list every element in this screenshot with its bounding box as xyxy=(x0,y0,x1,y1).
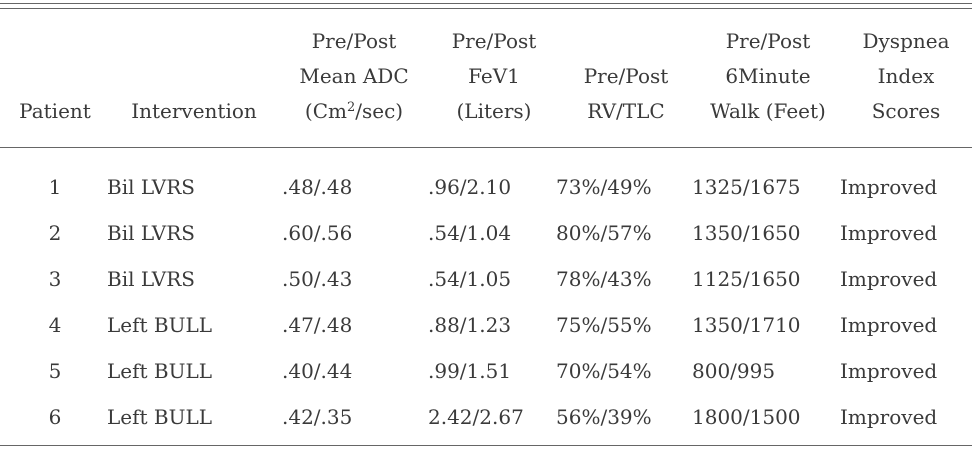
cell-fev1: .54/1.05 xyxy=(428,267,512,291)
top-rule xyxy=(0,3,972,4)
header-rvtlc: Pre/Post RV/TLC xyxy=(583,64,669,123)
cell-mean-adc: .48/.48 xyxy=(282,175,353,199)
table-row: 4 Left BULL .47/.48 .88/1.23 75%/55% 135… xyxy=(0,302,972,348)
cell-fev1: .54/1.04 xyxy=(428,221,512,245)
cell-6min-walk: 1125/1650 xyxy=(692,267,801,291)
cell-fev1: .88/1.23 xyxy=(428,313,512,337)
cell-rvtlc: 80%/57% xyxy=(556,221,652,245)
cell-intervention: Bil LVRS xyxy=(107,175,195,199)
cell-dyspnea: Improved xyxy=(840,313,938,337)
top-rule-double xyxy=(0,8,972,9)
table-row: 6 Left BULL .42/.35 2.42/2.67 56%/39% 18… xyxy=(0,394,972,440)
cell-mean-adc: .47/.48 xyxy=(282,313,353,337)
cell-fev1: 2.42/2.67 xyxy=(428,405,524,429)
cell-fev1: .96/2.10 xyxy=(428,175,512,199)
cell-6min-walk: 800/995 xyxy=(692,359,776,383)
cell-6min-walk: 1350/1710 xyxy=(692,313,801,337)
header-mean-adc-superscript: 2 xyxy=(346,100,356,115)
table-row: 2 Bil LVRS .60/.56 .54/1.04 80%/57% 1350… xyxy=(0,210,972,256)
header-patient: Patient xyxy=(19,99,91,123)
header-6min-walk: Pre/Post 6Minute Walk (Feet) xyxy=(710,29,826,123)
header-fev1: Pre/Post FeV1 (Liters) xyxy=(451,29,537,123)
cell-fev1: .99/1.51 xyxy=(428,359,512,383)
cell-rvtlc: 56%/39% xyxy=(556,405,652,429)
header-intervention: Intervention xyxy=(131,99,257,123)
header-rule xyxy=(0,147,972,148)
cell-intervention: Bil LVRS xyxy=(107,267,195,291)
cell-mean-adc: .60/.56 xyxy=(282,221,353,245)
cell-rvtlc: 78%/43% xyxy=(556,267,652,291)
header-mean-adc-unit: /sec) xyxy=(355,99,404,123)
cell-dyspnea: Improved xyxy=(840,175,938,199)
cell-rvtlc: 70%/54% xyxy=(556,359,652,383)
cell-mean-adc: .40/.44 xyxy=(282,359,353,383)
table-row: 5 Left BULL .40/.44 .99/1.51 70%/54% 800… xyxy=(0,348,972,394)
header-mean-adc-text: Pre/Post Mean ADC (Cm xyxy=(299,29,409,123)
table-row: 1 Bil LVRS .48/.48 .96/2.10 73%/49% 1325… xyxy=(0,164,972,210)
cell-mean-adc: .50/.43 xyxy=(282,267,353,291)
cell-patient: 1 xyxy=(48,175,62,199)
cell-dyspnea: Improved xyxy=(840,267,938,291)
header-dyspnea: Dyspnea Index Scores xyxy=(862,29,950,123)
cell-rvtlc: 73%/49% xyxy=(556,175,652,199)
cell-intervention: Left BULL xyxy=(107,405,213,429)
cell-intervention: Left BULL xyxy=(107,359,213,383)
cell-dyspnea: Improved xyxy=(840,405,938,429)
cell-6min-walk: 1325/1675 xyxy=(692,175,801,199)
header-mean-adc: Pre/Post Mean ADC (Cm2/sec) xyxy=(280,24,428,129)
cell-patient: 6 xyxy=(48,405,62,429)
table-row: 3 Bil LVRS .50/.43 .54/1.05 78%/43% 1125… xyxy=(0,256,972,302)
cell-mean-adc: .42/.35 xyxy=(282,405,353,429)
cell-6min-walk: 1350/1650 xyxy=(692,221,801,245)
cell-6min-walk: 1800/1500 xyxy=(692,405,801,429)
cell-dyspnea: Improved xyxy=(840,359,938,383)
cell-intervention: Left BULL xyxy=(107,313,213,337)
cell-patient: 5 xyxy=(48,359,62,383)
cell-patient: 2 xyxy=(48,221,62,245)
cell-rvtlc: 75%/55% xyxy=(556,313,652,337)
cell-dyspnea: Improved xyxy=(840,221,938,245)
cell-patient: 3 xyxy=(48,267,62,291)
cell-patient: 4 xyxy=(48,313,62,337)
cell-intervention: Bil LVRS xyxy=(107,221,195,245)
bottom-rule xyxy=(0,445,972,446)
